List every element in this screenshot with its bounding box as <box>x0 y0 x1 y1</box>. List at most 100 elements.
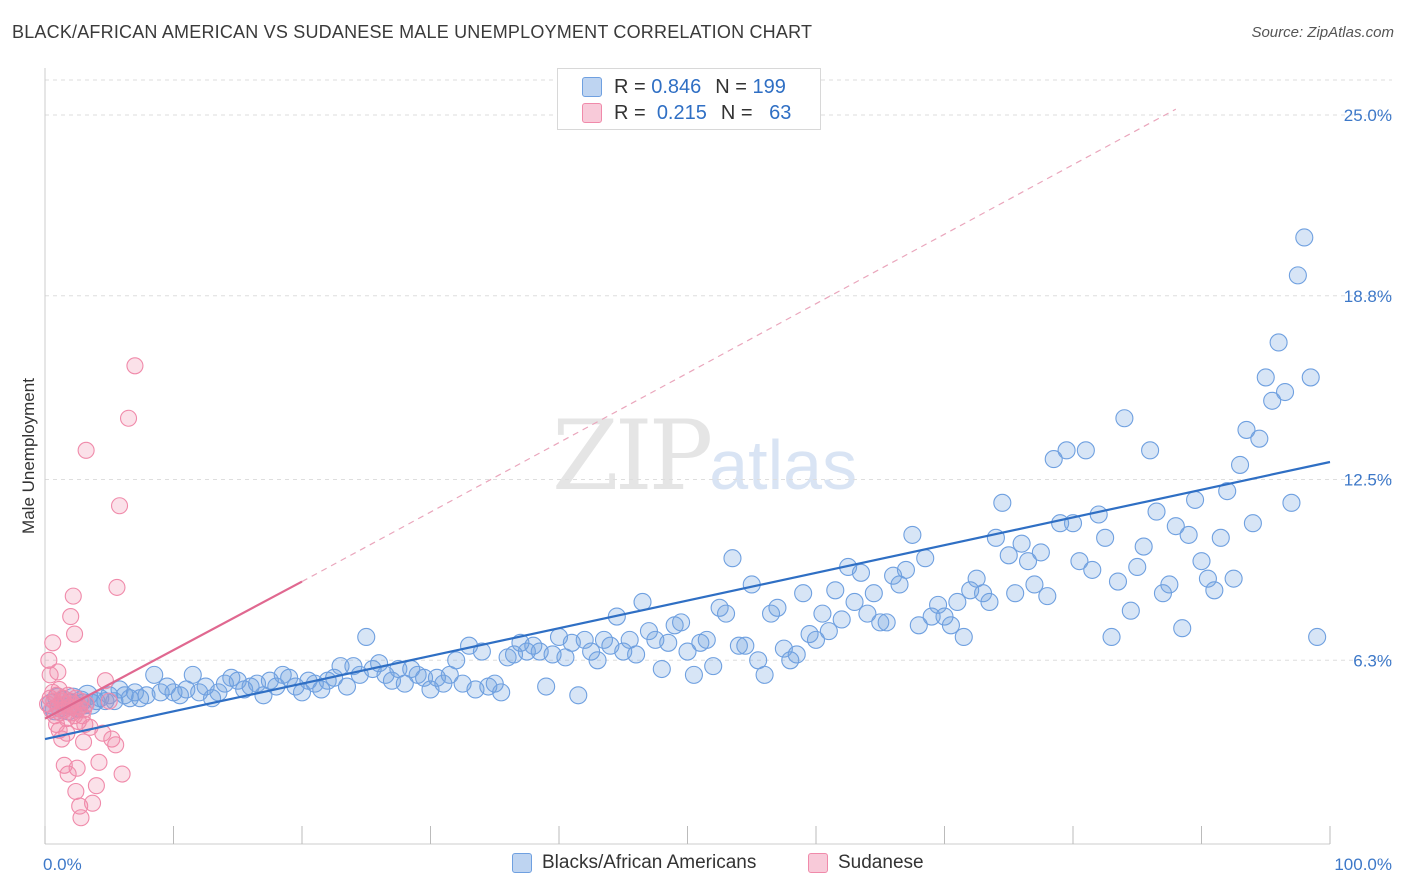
blacks-point <box>1102 627 1121 647</box>
blacks-point <box>736 636 755 655</box>
blacks-point <box>716 604 736 623</box>
watermark: ZIPatlas <box>552 400 857 512</box>
blacks-point <box>105 692 124 711</box>
blacks-point <box>1057 441 1076 460</box>
blacks-point <box>1025 575 1044 594</box>
trend-lines <box>44 460 1331 741</box>
sudanese-point <box>66 625 84 643</box>
blacks-point <box>980 592 999 612</box>
blacks-point <box>896 560 916 579</box>
blacks-point <box>1282 493 1301 512</box>
legend-row-sudanese: R = 0.215 N = 63 <box>582 101 791 125</box>
sudanese-point <box>83 794 102 812</box>
blacks-point <box>954 627 973 647</box>
sudanese-point <box>44 634 62 652</box>
sudanese-point <box>62 607 80 626</box>
n-value: 63 <box>769 101 792 124</box>
watermark-zip: ZIP <box>552 400 713 512</box>
blacks-point <box>678 642 697 661</box>
blacks-point <box>826 581 845 600</box>
r-value: 0.215 <box>656 101 707 124</box>
legend-swatch-blacks <box>512 853 532 873</box>
n-label: N = <box>720 101 753 124</box>
sudanese-point <box>40 651 58 669</box>
correlation-legend: R = 0.846 N = 199 R = 0.215 N = 63 <box>557 68 821 130</box>
sudanese-point <box>68 759 86 777</box>
r-label: R = <box>614 101 646 124</box>
blacks-point <box>1173 619 1192 638</box>
y-axis-label: Male Unemployment <box>19 378 38 534</box>
y-tick-label: 6.3% <box>1353 651 1392 670</box>
blacks-point <box>472 642 491 661</box>
blacks-point <box>125 683 144 702</box>
blacks-point <box>1166 517 1185 536</box>
blacks-point <box>864 584 883 603</box>
blacks-point <box>569 686 588 705</box>
sudanese-point <box>90 753 108 771</box>
sudanese-point <box>87 777 105 795</box>
blacks-trend-line <box>44 460 1331 741</box>
blacks-point <box>627 645 646 664</box>
sudanese-trend-dashed <box>301 108 1177 583</box>
blacks-point <box>337 677 357 696</box>
sudanese-point <box>126 357 144 375</box>
n-value: 199 <box>752 75 786 98</box>
watermark-atlas: atlas <box>709 426 858 504</box>
blacks-point <box>922 607 941 626</box>
legend-item-blacks[interactable]: Blacks/African Americans <box>512 852 756 874</box>
tick-labels: 6.3% 12.5% 18.8% 25.0% 0.0% 100.0% <box>43 106 1392 874</box>
legend-label-sudanese: Sudanese <box>838 852 924 873</box>
blacks-point <box>819 622 838 641</box>
blacks-point <box>871 613 890 632</box>
blacks-point <box>768 598 787 617</box>
y-tick-label: 18.8% <box>1344 287 1392 306</box>
blacks-point <box>1006 584 1025 603</box>
blacks-point <box>1115 409 1134 428</box>
blacks-point <box>832 610 851 629</box>
blacks-point <box>1186 490 1205 509</box>
blacks-point <box>1237 420 1256 439</box>
blacks-point <box>941 616 960 635</box>
blacks-point <box>100 686 119 705</box>
blacks-point <box>1044 450 1063 469</box>
sudanese-point <box>100 692 118 710</box>
blacks-point <box>1256 368 1275 387</box>
blacks-point <box>1243 514 1262 533</box>
blacks-point <box>1179 525 1198 544</box>
r-value: 0.846 <box>651 75 702 98</box>
blacks-point <box>575 630 594 649</box>
legend-label-blacks: Blacks/African Americans <box>542 852 757 873</box>
blacks-point <box>806 630 826 649</box>
sudanese-point <box>94 724 112 742</box>
sudanese-point <box>59 765 77 783</box>
blacks-point <box>845 592 864 612</box>
sudanese-trend-extension <box>301 108 1177 583</box>
x-tick-label: 100.0% <box>1334 855 1392 874</box>
blacks-point <box>794 584 813 603</box>
blacks-point <box>1096 528 1115 547</box>
blacks-point <box>684 665 703 684</box>
blacks-point <box>1083 560 1102 579</box>
grid-lines <box>45 79 1392 661</box>
blacks-point <box>415 668 434 687</box>
blacks-point <box>1076 441 1095 460</box>
blacks-point <box>137 686 156 705</box>
blacks-point <box>492 683 511 702</box>
sudanese-point <box>75 733 93 751</box>
blacks-point <box>1070 552 1089 571</box>
blacks-point <box>1198 569 1217 588</box>
blacks-point <box>948 592 967 612</box>
blacks-point <box>1263 391 1282 410</box>
legend-row-blacks: R = 0.846 N = 199 <box>582 75 786 99</box>
blacks-point <box>357 627 376 647</box>
sudanese-point <box>76 715 94 733</box>
blacks-point <box>999 546 1018 565</box>
blacks-point <box>1108 572 1128 591</box>
blacks-point <box>903 525 922 544</box>
blacks-point <box>1038 587 1057 606</box>
blacks-point <box>672 613 691 632</box>
blacks-point <box>1250 429 1269 448</box>
legend-item-sudanese[interactable]: Sudanese <box>808 852 924 874</box>
blacks-point <box>145 665 164 684</box>
blacks-point <box>1141 441 1160 460</box>
